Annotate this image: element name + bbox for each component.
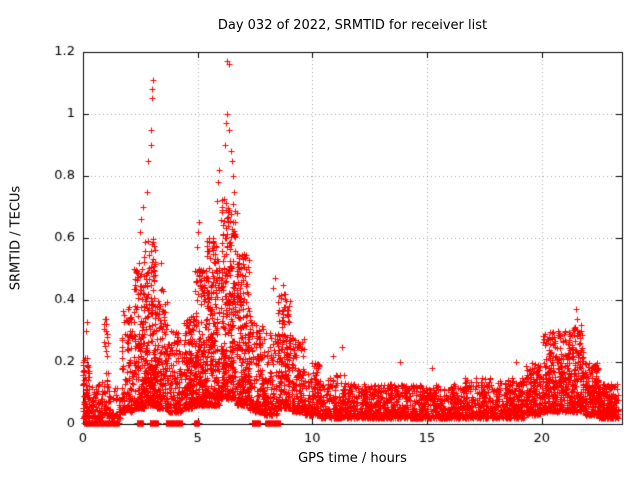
- y-axis-label: SRMTID / TECUs: [8, 185, 24, 291]
- chart-title: Day 032 of 2022, SRMTID for receiver lis…: [217, 18, 488, 33]
- x-axis-label: GPS time / hours: [298, 451, 407, 466]
